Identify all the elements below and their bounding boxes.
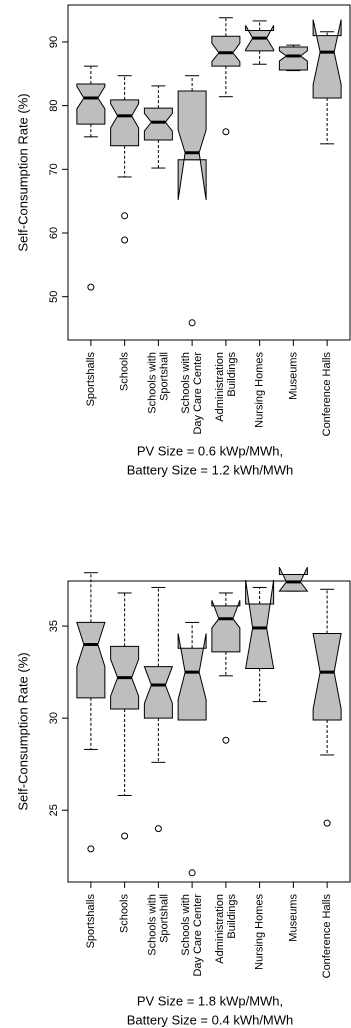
x-tick-label: Sportshalls [85, 894, 97, 949]
x-tick-label: AdministrationBuildings [214, 352, 238, 422]
x-tick-label: Schools [119, 894, 131, 934]
box [143, 666, 174, 719]
y-tick-label: 90 [48, 36, 60, 48]
outlier [87, 283, 95, 291]
outlier [121, 832, 129, 840]
x-tick-label: Nursing Homes [254, 894, 266, 970]
x-tick-label: Sportshalls [85, 352, 97, 407]
x-tick-label: Schools withDay Care Center [180, 352, 204, 435]
box [278, 46, 308, 71]
x-tick-label: Conference Halls [321, 352, 333, 437]
box [211, 600, 241, 653]
y-tick-label: 70 [48, 163, 60, 175]
x-tick-label: Schools [119, 352, 131, 392]
box [278, 566, 309, 592]
y-tick-label: 80 [48, 100, 60, 112]
box [211, 35, 241, 67]
box [177, 633, 207, 721]
x-tick-label: Schools withDay Care Center [180, 894, 204, 977]
x-tick-label: Museums [287, 894, 299, 942]
x-tick-label: AdministrationBuildings [214, 894, 238, 964]
outlier [121, 236, 129, 244]
box [177, 90, 207, 200]
outlier [323, 819, 331, 827]
outlier [121, 212, 129, 220]
caption: Battery Size = 0.4 kWh/MWh [127, 1012, 294, 1027]
box [110, 99, 140, 147]
plot-frame [67, 4, 351, 341]
x-tick-label: Museums [287, 352, 299, 400]
box [312, 19, 342, 99]
outlier [222, 736, 230, 744]
plot-frame [67, 580, 351, 883]
box [312, 632, 342, 721]
box [76, 83, 106, 125]
x-tick-label: Schools withSportshall [146, 352, 170, 414]
outlier [154, 825, 162, 833]
caption: Battery Size = 1.2 kWh/MWh [127, 462, 294, 477]
y-tick-label: 60 [48, 227, 60, 239]
outlier [222, 128, 230, 136]
x-tick-label: Schools withSportshall [146, 894, 170, 956]
box [143, 107, 173, 141]
box [76, 621, 106, 699]
y-tick-label: 35 [48, 620, 60, 632]
box [245, 580, 275, 669]
caption: PV Size = 1.8 kWp/MWh, [137, 993, 283, 1008]
y-tick-label: 50 [48, 291, 60, 303]
y-axis-label: Self-Consumption Rate (%) [15, 652, 30, 810]
y-axis-label: Self-Consumption Rate (%) [15, 93, 30, 251]
x-tick-label: Nursing Homes [254, 352, 266, 428]
outlier [188, 319, 196, 327]
y-tick-label: 30 [48, 712, 60, 724]
y-tick-label: 25 [48, 804, 60, 816]
outlier [87, 845, 95, 853]
x-tick-label: Conference Halls [321, 894, 333, 979]
outlier [188, 869, 196, 877]
caption: PV Size = 0.6 kWp/MWh, [137, 443, 283, 458]
